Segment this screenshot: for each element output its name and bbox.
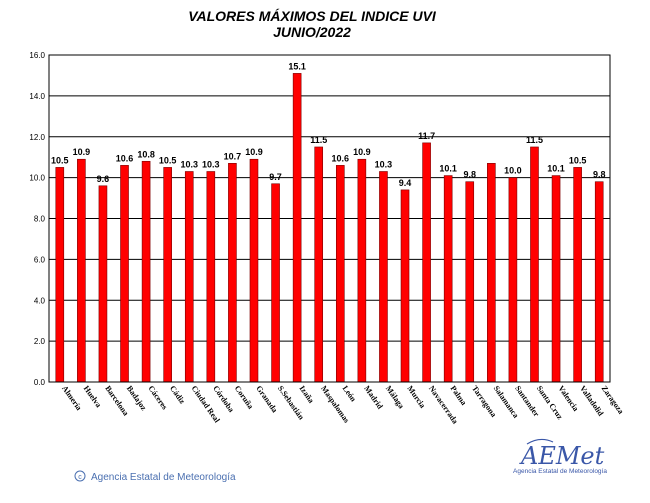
data-label: 9.4 <box>399 178 412 188</box>
logo-swoosh-icon <box>526 438 554 445</box>
y-tick-label: 16.0 <box>29 51 45 60</box>
bar <box>379 171 388 383</box>
data-label: 10.6 <box>332 153 350 163</box>
bar <box>141 160 151 383</box>
data-label: 10.0 <box>504 166 522 176</box>
bar <box>271 183 280 383</box>
data-labels: 10.510.99.610.6 10.810.5 10.3 10.310.7 10.99… <box>51 61 605 187</box>
bar <box>184 171 194 383</box>
bar <box>400 189 410 383</box>
data-label: 11.5 <box>526 135 543 145</box>
data-label: 10.5 <box>569 155 587 165</box>
x-tick-label: Izaña <box>297 384 315 405</box>
bar <box>228 163 237 383</box>
bar <box>551 175 561 383</box>
bar <box>249 158 259 383</box>
x-tick-label: Coruña <box>233 384 255 411</box>
data-label: 10.1 <box>439 164 457 174</box>
data-label: 10.7 <box>224 151 242 161</box>
bar <box>120 165 129 383</box>
bar <box>292 73 302 383</box>
data-label: 10.3 <box>375 159 393 169</box>
data-label: 10.5 <box>159 155 177 165</box>
chart-subtitle: JUNIO/2022 <box>273 24 351 40</box>
data-label: 9.8 <box>593 170 606 180</box>
y-tick-label: 0.0 <box>34 378 46 387</box>
copyright-symbol: c <box>78 474 82 481</box>
y-axis-ticks: 0.0 2.0 4.0 6.0 8.0 10.0 12.0 14.0 16.0 <box>29 51 45 387</box>
logo-wordmark: AEMet <box>519 442 605 470</box>
bar <box>98 185 108 383</box>
y-tick-label: 8.0 <box>34 215 46 224</box>
bar <box>443 175 453 383</box>
bar <box>55 167 65 383</box>
logo-tagline: Agencia Estatal de Meteorología <box>513 468 607 475</box>
x-tick-label: Murcia <box>405 384 427 410</box>
bar <box>77 158 86 383</box>
bar <box>206 171 216 383</box>
chart-title: VALORES MÁXIMOS DEL INDICE UVI <box>188 8 437 24</box>
x-tick-label: Cádiz <box>168 384 187 406</box>
copyright-icon <box>74 470 86 482</box>
data-label: 10.6 <box>116 153 134 163</box>
y-tick-label: 6.0 <box>34 255 46 264</box>
bar <box>530 146 539 383</box>
data-label: 11.5 <box>310 135 327 145</box>
x-tick-label: Palma <box>449 384 469 407</box>
x-tick-label: Almería <box>60 384 83 412</box>
x-tick-label: Huelva <box>82 384 103 409</box>
y-tick-label: 2.0 <box>34 337 46 346</box>
bar <box>487 163 496 383</box>
y-tick-label: 10.0 <box>29 174 45 183</box>
grid-lines <box>49 54 610 383</box>
data-label: 10.5 <box>51 155 69 165</box>
credit-text: Agencia Estatal de Meteorología <box>91 472 236 483</box>
bars <box>55 73 604 383</box>
y-tick-label: 4.0 <box>34 296 46 305</box>
data-label: 10.8 <box>137 149 155 159</box>
x-tick-label: Málaga <box>384 384 406 410</box>
bar <box>594 181 604 383</box>
credit-line: c Agencia Estatal de Meteorología <box>74 470 236 483</box>
data-label: 9.6 <box>97 174 110 184</box>
data-label: 10.3 <box>180 159 198 169</box>
data-label: 9.8 <box>463 170 476 180</box>
bar <box>163 167 172 383</box>
bar <box>465 181 475 383</box>
x-tick-label: León <box>341 384 359 404</box>
bar <box>335 165 345 383</box>
bar <box>573 167 582 383</box>
data-label: 15.1 <box>288 61 306 71</box>
data-label: 10.1 <box>547 164 565 174</box>
data-label: 9.7 <box>269 172 282 182</box>
data-label: 10.3 <box>202 159 220 169</box>
data-label: 10.9 <box>73 147 91 157</box>
data-label: 10.9 <box>245 147 263 157</box>
y-tick-label: 14.0 <box>29 92 45 101</box>
aemet-logo: AEMet Agencia Estatal de Meteorología <box>513 438 607 475</box>
bar <box>357 158 367 383</box>
x-tick-label: Madrid <box>362 384 385 411</box>
bar <box>314 146 324 383</box>
data-label: 10.9 <box>353 147 371 157</box>
y-tick-label: 12.0 <box>29 133 45 142</box>
bar <box>422 142 431 383</box>
plot-frame <box>48 54 611 383</box>
data-label: 11.7 <box>418 131 435 141</box>
bar <box>508 177 518 383</box>
x-tick-label: Cáceres <box>146 384 169 411</box>
